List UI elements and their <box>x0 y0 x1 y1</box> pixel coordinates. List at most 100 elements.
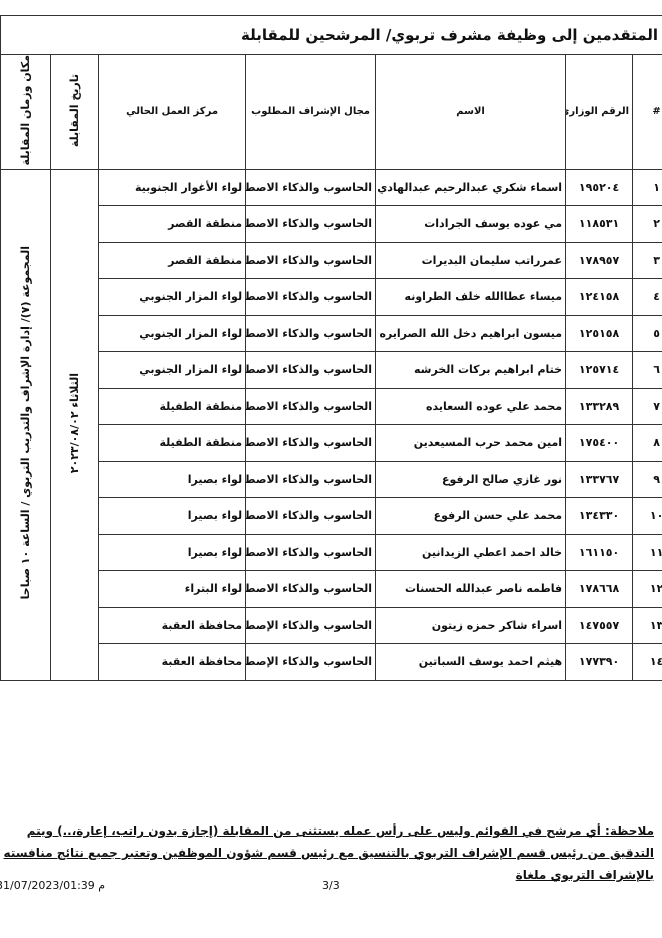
row-national-no: ١٧٧٣٩٠ <box>565 643 634 681</box>
row-national-no: ١٣٣٧٦٧ <box>565 460 634 498</box>
row-index: ١٠ <box>632 497 662 535</box>
row-field: الحاسوب والذكاء الاصطناعي <box>245 387 377 425</box>
row-national-no: ١٤٧٥٥٧ <box>565 606 634 644</box>
candidates-table: المتقدمين إلى وظيفة مشرف تربوي/ المرشحين… <box>0 15 662 681</box>
row-national-no: ١٧٨٩٥٧ <box>565 241 634 279</box>
row-field: الحاسوب والذكاء الاصطناعي <box>245 424 377 462</box>
row-workplace: لواء بصيرا <box>98 497 247 535</box>
row-field: الحاسوب والذكاء الاصطناعي <box>245 278 377 316</box>
table-row: ٣ ١٧٨٩٥٧ عمرراتب سليمان البديرات الحاسوب وا… <box>1 241 662 279</box>
row-name: محمد علي حسن الرفوع <box>375 497 567 535</box>
print-timestamp: م 31/07/2023/01:39 <box>0 879 106 892</box>
row-national-no: ١٩٥٢٠٤ <box>565 168 634 206</box>
table-row: ٨ ١٧٥٤٠٠ امين محمد حرب المسيعدين الحاسوب وا… <box>1 424 662 462</box>
row-workplace: منطقة الطفيلة <box>98 424 247 462</box>
row-national-no: ١٦١١٥٠ <box>565 533 634 571</box>
table-row: ٢ ١١٨٥٣١ مي عوده يوسف الجرادات الحاسوب والذ… <box>1 205 662 243</box>
row-workplace: لواء المزار الجنوبي <box>98 314 247 352</box>
header-national-no: الرقم الوزاري <box>565 54 634 170</box>
row-index: ١٤ <box>632 643 662 681</box>
row-workplace: منطقة الطفيلة <box>98 387 247 425</box>
table-row: ٥ ١٢٥١٥٨ ميسون ابراهيم دخل الله الصرايره ال… <box>1 314 662 352</box>
interview-date: الثلاثاء ٢٠٢٣/٠٨/٠٢ <box>50 168 100 681</box>
table-title: المتقدمين إلى وظيفة مشرف تربوي/ المرشحين… <box>0 15 662 55</box>
table-row: ١٤ ١٧٧٣٩٠ هيثم احمد يوسف السباتين الحاسوب و… <box>1 643 662 681</box>
row-field: الحاسوب والذكاء الاصطناعي <box>245 168 377 206</box>
row-field: الحاسوب والذكاء الاصطناعي <box>245 533 377 571</box>
row-workplace: لواء الأغوار الجنوبية <box>98 168 247 206</box>
row-national-no: ١٣٣٢٨٩ <box>565 387 634 425</box>
row-name: ختام ابراهيم بركات الخرشه <box>375 351 567 389</box>
header-name: الاسم <box>375 54 567 170</box>
note-line: التدقيق من رئيس قسم الإشراف التربوي بالت… <box>3 846 654 860</box>
row-workplace: منطقة القصر <box>98 205 247 243</box>
row-name: امين محمد حرب المسيعدين <box>375 424 567 462</box>
table-row: ١١ ١٦١١٥٠ خالد احمد اعطي الزيدانين الحاسوب … <box>1 533 662 571</box>
row-index: ٥ <box>632 314 662 352</box>
table-row: ١٣ ١٤٧٥٥٧ اسراء شاكر حمزه زيتون الحاسوب وال… <box>1 606 662 644</box>
page-number: 3/3 <box>322 879 340 892</box>
header-workplace: مركز العمل الحالي <box>98 54 247 170</box>
header-place-time: مكان وزمان المقابلة <box>0 54 52 170</box>
header-index: # <box>632 54 662 170</box>
row-index: ١١ <box>632 533 662 571</box>
interview-place-time: المجموعة (٧)/ إدارة الإشراف والتدريب الت… <box>0 168 52 681</box>
row-field: الحاسوب والذكاء الإصطناعي <box>245 643 377 681</box>
row-workplace: منطقة القصر <box>98 241 247 279</box>
row-name: اسماء شكري عبدالرحيم عبدالهادي <box>375 168 567 206</box>
row-field: الحاسوب والذكاء الاصطناعي <box>245 460 377 498</box>
row-workplace: محافظة العقبة <box>98 606 247 644</box>
table-row: ١٠ ١٣٤٣٣٠ محمد علي حسن الرفوع الحاسوب والذك… <box>1 497 662 535</box>
row-field: الحاسوب والذكاء الاصطناعي <box>245 314 377 352</box>
row-name: محمد علي عوده السعايده <box>375 387 567 425</box>
row-field: الحاسوب والذكاء الاصطناعي <box>245 497 377 535</box>
row-index: ١٢ <box>632 570 662 608</box>
row-national-no: ١٣٤٣٣٠ <box>565 497 634 535</box>
header-date: تاريخ المقابلة <box>50 54 100 170</box>
row-name: عمرراتب سليمان البديرات <box>375 241 567 279</box>
row-national-no: ١٢٥١٥٨ <box>565 314 634 352</box>
header-field: مجال الإشراف المطلوب <box>245 54 377 170</box>
row-field: الحاسوب والذكاء الاصطناعي <box>245 205 377 243</box>
row-field: الحاسوب والذكاء الإصطناعي <box>245 606 377 644</box>
row-index: ٣ <box>632 241 662 279</box>
row-index: ٩ <box>632 460 662 498</box>
table-row: ٩ ١٣٣٧٦٧ نور غازي صالح الرفوع الحاسوب والذك… <box>1 460 662 498</box>
row-index: ٧ <box>632 387 662 425</box>
row-name: هيثم احمد يوسف السباتين <box>375 643 567 681</box>
table-row: ٤ ١٢٤١٥٨ ميساء عطاالله خلف الطراونه الحاسوب… <box>1 278 662 316</box>
row-name: فاطمه ناصر عبدالله الحسنات <box>375 570 567 608</box>
row-index: ٢ <box>632 205 662 243</box>
table-row: ١ ١٩٥٢٠٤ اسماء شكري عبدالرحيم عبدالهادي الح… <box>0 168 662 681</box>
row-index: ٤ <box>632 278 662 316</box>
table-row: ٧ ١٣٣٢٨٩ محمد علي عوده السعايده الحاسوب وال… <box>1 387 662 425</box>
row-name: ميساء عطاالله خلف الطراونه <box>375 278 567 316</box>
table-row: ١٢ ١٧٨٦٦٨ فاطمه ناصر عبدالله الحسنات الحاسو… <box>1 570 662 608</box>
row-workplace: لواء بصيرا <box>98 460 247 498</box>
row-name: ميسون ابراهيم دخل الله الصرايره <box>375 314 567 352</box>
row-name: مي عوده يوسف الجرادات <box>375 205 567 243</box>
row-index: ٦ <box>632 351 662 389</box>
row-name: اسراء شاكر حمزه زيتون <box>375 606 567 644</box>
row-index: ١٣ <box>632 606 662 644</box>
row-workplace: لواء المزار الجنوبي <box>98 351 247 389</box>
note: ملاحظة: أي مرشح في القوائم وليس على رأس … <box>0 820 654 886</box>
row-workplace: لواء بصيرا <box>98 533 247 571</box>
row-index: ١ <box>632 168 662 206</box>
row-index: ٨ <box>632 424 662 462</box>
row-national-no: ١٧٨٦٦٨ <box>565 570 634 608</box>
row-name: نور غازي صالح الرفوع <box>375 460 567 498</box>
row-national-no: ١٧٥٤٠٠ <box>565 424 634 462</box>
row-workplace: لواء المزار الجنوبي <box>98 278 247 316</box>
table-row: ٦ ١٢٥٧١٤ ختام ابراهيم بركات الخرشه الحاسوب … <box>1 351 662 389</box>
row-national-no: ١١٨٥٣١ <box>565 205 634 243</box>
row-national-no: ١٢٤١٥٨ <box>565 278 634 316</box>
row-national-no: ١٢٥٧١٤ <box>565 351 634 389</box>
row-workplace: محافظة العقبة <box>98 643 247 681</box>
row-field: الحاسوب والذكاء الاصطناعي <box>245 241 377 279</box>
note-line: بالإشراف التربوي ملغاة <box>515 868 654 882</box>
row-name: خالد احمد اعطي الزيدانين <box>375 533 567 571</box>
row-workplace: لواء البتراء <box>98 570 247 608</box>
note-line: ملاحظة: أي مرشح في القوائم وليس على رأس … <box>26 824 654 838</box>
row-field: الحاسوب والذكاء الاصطناعي <box>245 351 377 389</box>
